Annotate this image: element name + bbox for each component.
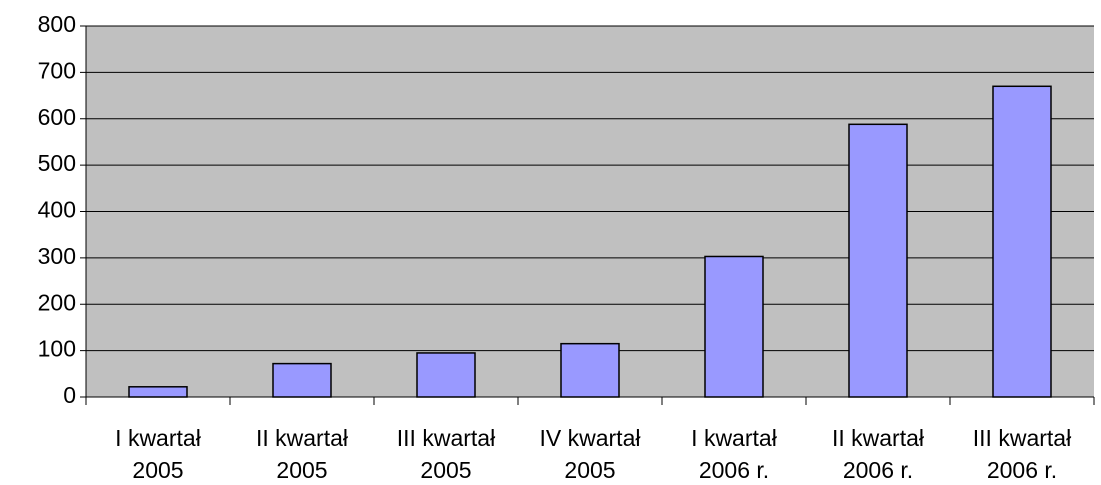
- x-tick-label: III kwartał: [973, 425, 1071, 451]
- x-tick-label: 2005: [420, 457, 471, 483]
- bar: [560, 342, 620, 398]
- x-tick-label: 2005: [132, 457, 183, 483]
- y-tick-label: 800: [38, 11, 76, 37]
- y-tick-label: 300: [38, 243, 76, 269]
- bar: [272, 362, 332, 398]
- x-tick-label: 2005: [276, 457, 327, 483]
- x-tick-label: 2005: [564, 457, 615, 483]
- y-tick-label: 500: [38, 150, 76, 176]
- x-tick-label: II kwartał: [256, 425, 348, 451]
- y-tick-label: 400: [38, 197, 76, 223]
- y-tick-label: 700: [38, 57, 76, 83]
- x-tick-label: I kwartał: [115, 425, 201, 451]
- x-tick-label: 2006 r.: [699, 457, 769, 483]
- x-tick-label: III kwartał: [397, 425, 495, 451]
- y-tick-label: 100: [38, 336, 76, 362]
- bar: [848, 123, 908, 398]
- y-tick-label: 200: [38, 289, 76, 315]
- x-tick-label: IV kwartał: [540, 425, 641, 451]
- x-tick-label: 2006 r.: [987, 457, 1057, 483]
- y-tick-label: 0: [63, 382, 76, 408]
- x-tick-label: I kwartał: [691, 425, 777, 451]
- bar: [416, 352, 476, 398]
- bar: [992, 85, 1052, 398]
- x-tick-label: II kwartał: [832, 425, 924, 451]
- bar: [128, 386, 188, 398]
- y-tick-label: 600: [38, 104, 76, 130]
- x-tick-label: 2006 r.: [843, 457, 913, 483]
- bar: [704, 255, 764, 398]
